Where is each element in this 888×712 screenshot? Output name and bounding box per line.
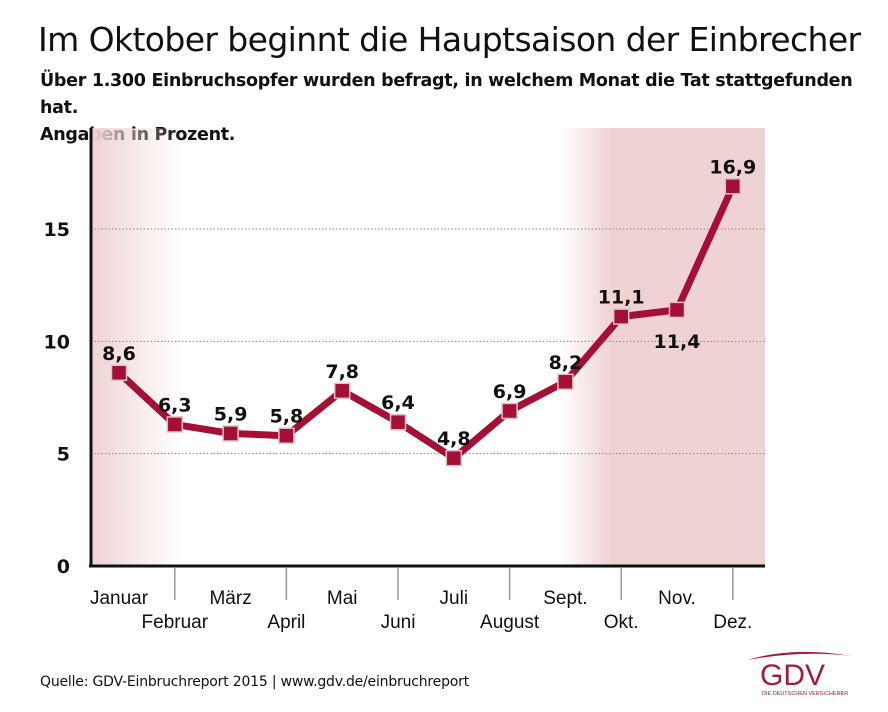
x-tick-label: März [209, 588, 251, 609]
data-point [278, 427, 295, 444]
data-point [668, 301, 686, 319]
data-point [222, 425, 239, 442]
x-tick-label: Februar [142, 612, 209, 633]
data-label: 8,2 [549, 352, 583, 374]
data-label: 7,8 [325, 361, 359, 383]
data-label: 5,9 [214, 403, 248, 425]
y-tick-label: 0 [57, 556, 70, 578]
data-point [110, 364, 128, 382]
data-point [501, 402, 518, 420]
data-label: 6,3 [158, 394, 192, 416]
page-title: Im Oktober beginnt die Hauptsaison der E… [38, 20, 861, 59]
source-note: Quelle: GDV-Einbruchreport 2015 | www.gd… [40, 674, 469, 690]
x-tick-label: Juli [440, 588, 469, 609]
x-tick-label: Sept. [543, 588, 587, 609]
data-line [116, 184, 736, 462]
data-point [557, 373, 574, 391]
x-tick-label: August [480, 612, 540, 633]
data-label: 4,8 [437, 428, 471, 450]
x-tick-label: Januar [90, 588, 149, 609]
x-tick-label: Juni [381, 612, 416, 633]
data-label: 6,4 [381, 392, 415, 414]
svg-text:DIE DEUTSCHEN VERSICHERER: DIE DEUTSCHEN VERSICHERER [762, 691, 848, 697]
data-point [724, 178, 742, 195]
data-point [445, 449, 463, 467]
data-label: 16,9 [709, 156, 756, 178]
x-tick-label: Okt. [604, 612, 639, 633]
data-point [389, 413, 407, 431]
gdv-logo: GDV DIE DEUTSCHEN VERSICHERER [748, 651, 852, 697]
data-point [612, 308, 630, 325]
subtitle-line-1: Über 1.300 Einbruchsopfer wurden befragt… [40, 71, 853, 118]
highlight-january [91, 128, 181, 566]
x-tick-label: Dez. [713, 612, 752, 633]
y-tick-label: 10 [44, 331, 70, 353]
data-label: 6,9 [493, 381, 527, 403]
data-label: 5,8 [270, 406, 304, 428]
x-tick-label: Mai [327, 588, 358, 609]
data-label: 11,4 [654, 331, 701, 353]
data-point [333, 382, 351, 400]
data-point [166, 416, 184, 433]
y-tick-label: 5 [57, 444, 70, 466]
x-tick-label: Nov. [658, 588, 696, 609]
data-label: 11,1 [598, 287, 645, 309]
y-tick-label: 15 [44, 219, 70, 241]
svg-text:GDV: GDV [760, 659, 825, 692]
data-label: 8,6 [102, 343, 136, 365]
x-tick-label: April [267, 612, 305, 633]
